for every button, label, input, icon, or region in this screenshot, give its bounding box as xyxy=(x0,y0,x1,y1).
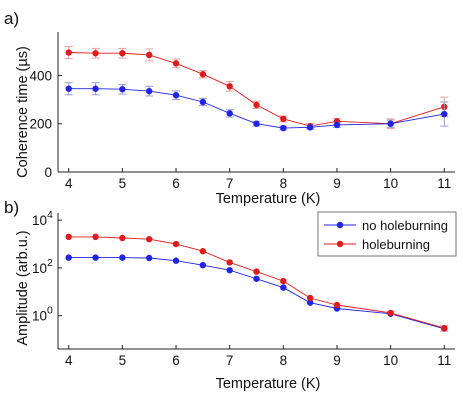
panel-a-ylabel: Coherence time (µs) xyxy=(15,46,31,178)
panel-a-xtick-label: 8 xyxy=(280,176,288,191)
panel-a-ytick-label: 200 xyxy=(29,117,52,132)
legend: no holeburning holeburning xyxy=(317,211,457,257)
legend-label-holeburning: holeburning xyxy=(362,237,430,252)
panel-b-point-no-holeburning xyxy=(172,257,180,264)
panel-a-xtick-label: 7 xyxy=(226,176,234,191)
legend-marker-no-holeburning xyxy=(336,221,344,229)
panel-b-xtick-label: 10 xyxy=(383,353,398,368)
panel-b-series-line-no-holeburning xyxy=(68,257,445,330)
panel-a-point-holeburning xyxy=(199,71,207,78)
panel-b-point-holeburning xyxy=(146,235,153,243)
legend-marker-holeburning xyxy=(336,240,344,248)
panel-b-point-no-holeburning xyxy=(226,267,233,274)
panel-a-xtick-label: 11 xyxy=(437,176,451,191)
panel-a-xtick-label: 4 xyxy=(65,176,73,191)
panel-b-point-holeburning xyxy=(119,234,126,242)
panel-b-xtick-label: 6 xyxy=(172,353,180,368)
panel-a-point-no-holeburning xyxy=(441,110,448,118)
panel-b-ytick-label: 102 xyxy=(32,257,53,276)
panel-a-point-no-holeburning xyxy=(146,87,153,95)
panel-b-point-no-holeburning xyxy=(119,254,126,261)
panel-b-amplitude: b) 4 5 6 7 8 9 10 11 100 102 104 Temperature (K) A… xyxy=(4,198,457,392)
panel-a-point-holeburning xyxy=(253,101,260,109)
panel-a-point-holeburning xyxy=(172,60,180,67)
panel-a-plot-area: 4 5 6 7 8 9 10 11 0 200 400 xyxy=(29,32,455,191)
panel-b-label: b) xyxy=(4,198,19,217)
panel-b-xtick-label: 9 xyxy=(333,353,341,368)
panel-b-point-no-holeburning xyxy=(199,261,207,269)
panel-a-point-no-holeburning xyxy=(253,120,260,127)
panel-a-point-holeburning xyxy=(92,50,99,57)
panel-a-point-no-holeburning xyxy=(306,124,314,131)
panel-a-coherence-time: a) 4 5 6 7 8 9 10 11 0 200 400 Temperature (K) Coh… xyxy=(4,9,455,207)
panel-a-point-no-holeburning xyxy=(172,92,180,99)
panel-b-point-holeburning xyxy=(92,233,99,241)
legend-box xyxy=(317,211,457,257)
panel-b-xtick-label: 5 xyxy=(119,353,127,368)
panel-a-ytick-label: 0 xyxy=(44,165,52,180)
panel-a-point-holeburning xyxy=(280,115,287,123)
panel-b-point-no-holeburning xyxy=(65,254,72,261)
panel-a-point-holeburning xyxy=(119,50,126,57)
panel-b-point-holeburning xyxy=(280,277,287,285)
panel-a-point-no-holeburning xyxy=(119,86,126,93)
panel-b-ytick-label: 104 xyxy=(32,209,53,228)
panel-b-point-no-holeburning xyxy=(146,254,153,262)
panel-a-point-holeburning xyxy=(65,49,72,56)
panel-a-point-no-holeburning xyxy=(333,121,341,129)
panel-b-point-holeburning xyxy=(441,324,448,332)
panel-b-point-holeburning xyxy=(226,259,233,266)
panel-b-xlabel: Temperature (K) xyxy=(216,376,321,392)
panel-b-point-no-holeburning xyxy=(306,299,314,306)
panel-a-xtick-label: 6 xyxy=(172,176,180,191)
panel-a-point-holeburning xyxy=(226,83,233,90)
panel-b-point-holeburning xyxy=(387,309,394,317)
legend-entry-no-holeburning: no holeburning xyxy=(324,218,448,233)
panel-a-point-no-holeburning xyxy=(280,124,287,132)
panel-b-plot-area: 4 5 6 7 8 9 10 11 100 102 104 xyxy=(32,209,455,368)
panel-b-point-holeburning xyxy=(333,301,341,309)
panel-b-xtick-label: 11 xyxy=(437,353,451,368)
panel-a-point-no-holeburning xyxy=(199,98,207,106)
panel-a-point-no-holeburning xyxy=(92,85,99,92)
panel-b-point-no-holeburning xyxy=(92,254,99,261)
panel-b-ylabel: Amplitude (arb.u.) xyxy=(15,230,31,345)
panel-b-point-holeburning xyxy=(306,294,314,302)
panel-b-point-holeburning xyxy=(253,268,260,275)
panel-b-point-holeburning xyxy=(65,233,72,241)
panel-a-xtick-label: 10 xyxy=(383,176,398,191)
panel-a-point-holeburning xyxy=(146,51,153,59)
panel-b-xtick-label: 8 xyxy=(280,353,288,368)
panel-a-xlabel: Temperature (K) xyxy=(216,191,321,207)
panel-b-ytick-label: 100 xyxy=(32,305,53,324)
panel-b-xtick-label: 4 xyxy=(65,353,73,368)
panel-b-point-holeburning xyxy=(199,248,207,255)
panel-a-xtick-label: 9 xyxy=(333,176,341,191)
legend-label-no-holeburning: no holeburning xyxy=(362,218,448,233)
panel-b-xtick-label: 7 xyxy=(226,353,234,368)
panel-b-point-holeburning xyxy=(172,240,180,248)
panel-a-point-no-holeburning xyxy=(226,110,233,117)
panel-a-point-no-holeburning xyxy=(387,120,394,127)
panel-a-xtick-label: 5 xyxy=(119,176,127,191)
panel-a-point-no-holeburning xyxy=(65,85,72,92)
panel-a-ytick-label: 400 xyxy=(29,68,52,83)
panel-a-label: a) xyxy=(4,9,19,28)
panel-b-point-no-holeburning xyxy=(253,275,260,282)
panel-b-point-no-holeburning xyxy=(280,284,287,291)
legend-entry-holeburning: holeburning xyxy=(324,237,430,252)
